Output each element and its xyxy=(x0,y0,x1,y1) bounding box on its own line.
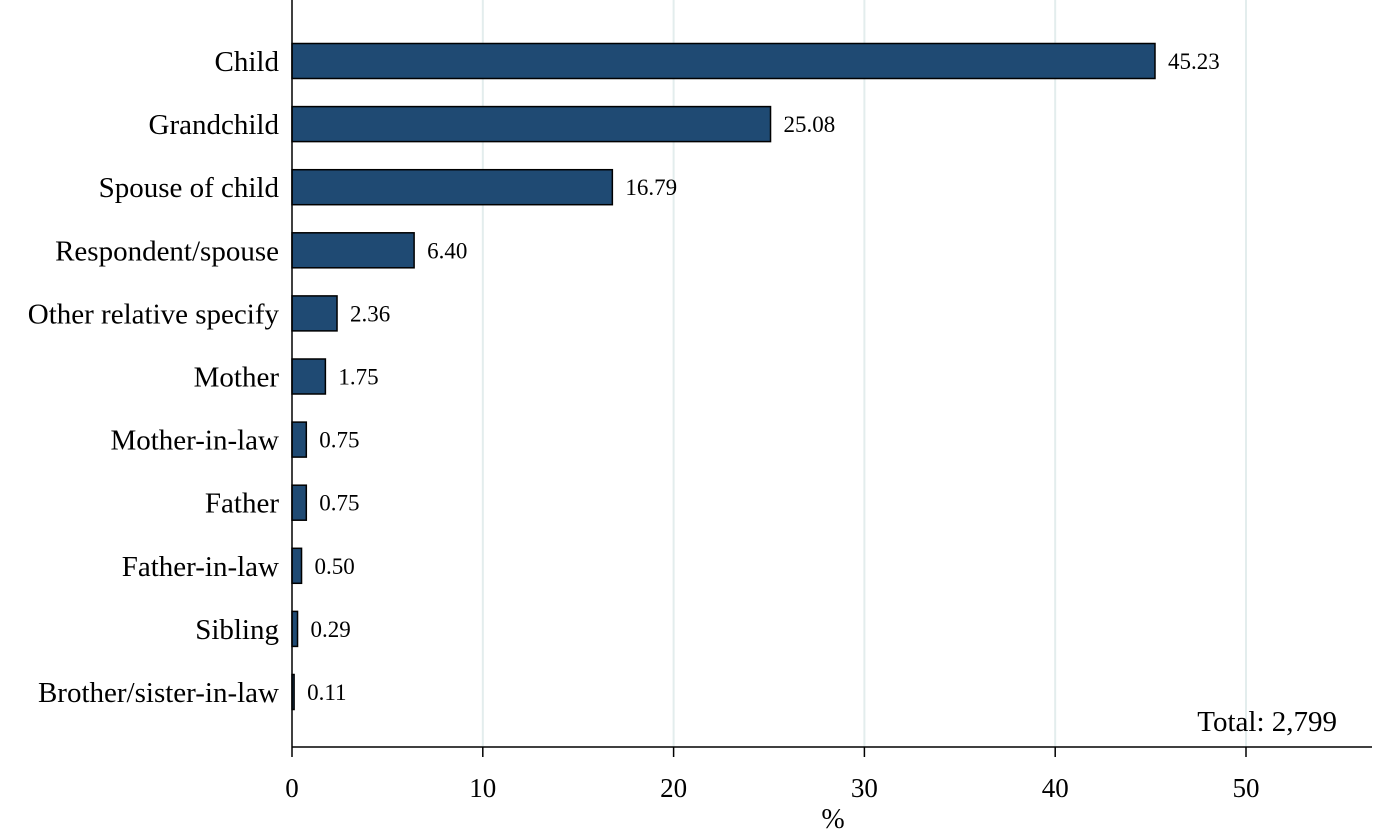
bar xyxy=(291,105,772,143)
category-label: Grandchild xyxy=(149,109,280,141)
bar xyxy=(291,421,308,458)
category-label: Father-in-law xyxy=(122,551,279,583)
category-label: Mother-in-law xyxy=(110,425,279,457)
category-label: Other relative specify xyxy=(28,298,280,330)
category-labels: Child Grandchild Spouse of child Respondent… xyxy=(28,46,280,709)
x-tick-label: 0 xyxy=(285,773,299,803)
bar xyxy=(291,232,415,269)
value-label: 2.36 xyxy=(350,301,390,326)
bar xyxy=(291,168,614,206)
bar xyxy=(291,484,308,521)
category-label: Sibling xyxy=(195,614,279,646)
bar xyxy=(291,295,338,332)
category-label: Brother/sister-in-law xyxy=(38,677,279,709)
category-label: Spouse of child xyxy=(99,172,280,204)
total-annotation: Total: 2,799 xyxy=(1197,706,1337,738)
x-tick-label: 10 xyxy=(469,773,496,803)
value-label: 6.40 xyxy=(427,238,467,263)
category-label: Respondent/spouse xyxy=(55,235,279,267)
x-ticks: 0 10 20 30 40 50 xyxy=(285,747,1260,803)
value-label: 45.23 xyxy=(1168,49,1220,74)
bar xyxy=(291,547,303,585)
x-tick-label: 40 xyxy=(1042,773,1069,803)
bars xyxy=(291,42,1156,711)
category-label: Mother xyxy=(194,362,280,394)
value-label: 0.50 xyxy=(315,554,355,579)
category-label: Father xyxy=(205,488,279,520)
value-labels: 45.23 25.08 16.79 6.40 2.36 1.75 0.75 0.75 0.50 0… xyxy=(307,49,1220,705)
x-axis-title: % xyxy=(821,804,844,831)
value-label: 25.08 xyxy=(784,112,836,137)
value-label: 0.75 xyxy=(319,491,359,516)
bar xyxy=(291,42,1156,80)
bar xyxy=(291,358,327,395)
value-label: 0.29 xyxy=(311,617,351,642)
bar xyxy=(291,610,299,648)
category-label: Child xyxy=(215,46,280,78)
value-label: 1.75 xyxy=(338,365,378,390)
value-label: 0.11 xyxy=(307,680,346,705)
x-tick-label: 20 xyxy=(660,773,687,803)
value-label: 0.75 xyxy=(319,428,359,453)
value-label: 16.79 xyxy=(625,175,677,200)
x-tick-label: 50 xyxy=(1233,773,1260,803)
x-tick-label: 30 xyxy=(851,773,878,803)
